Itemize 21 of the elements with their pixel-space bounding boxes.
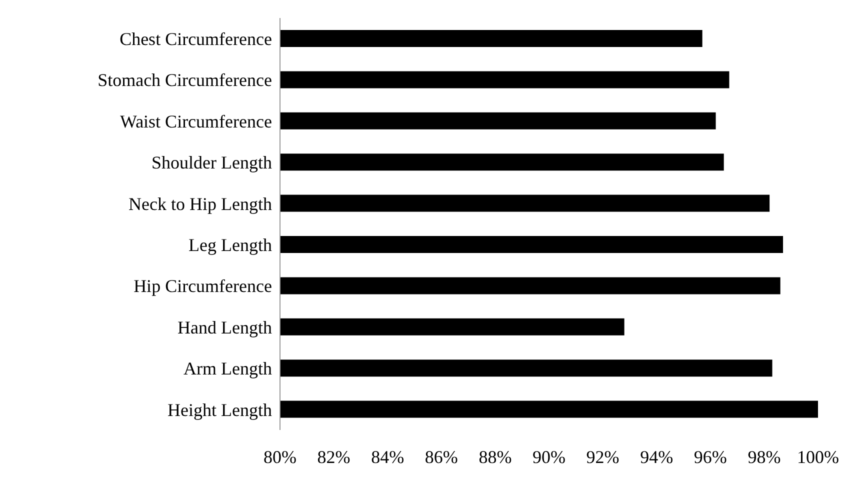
y-tick-label: Stomach Circumference (98, 70, 272, 90)
x-tick-label: 86% (424, 446, 458, 467)
x-tick-label: 88% (478, 446, 512, 467)
x-tick-label: 92% (586, 446, 620, 467)
y-tick-label: Arm Length (184, 358, 272, 379)
y-tick-label: Hip Circumference (134, 276, 272, 296)
x-tick-label: 100% (797, 446, 839, 467)
x-tick-label: 96% (694, 446, 727, 467)
y-tick-label: Neck to Hip Length (128, 194, 272, 214)
y-tick-label: Leg Length (188, 234, 272, 255)
x-tick-label: 94% (640, 446, 674, 467)
y-tick-label: Waist Circumference (120, 111, 272, 132)
y-tick-label: Height Length (168, 400, 272, 420)
x-tick-label: 80% (264, 446, 296, 467)
y-tick-label: Chest Circumference (120, 28, 272, 49)
y-tick-label: Shoulder Length (152, 152, 272, 173)
x-tick-label: 82% (317, 446, 350, 467)
y-tick-label: Hand Length (178, 317, 272, 338)
x-tick-label: 90% (532, 446, 566, 467)
x-tick-label: 98% (748, 446, 781, 467)
x-tick-label: 84% (371, 446, 404, 467)
